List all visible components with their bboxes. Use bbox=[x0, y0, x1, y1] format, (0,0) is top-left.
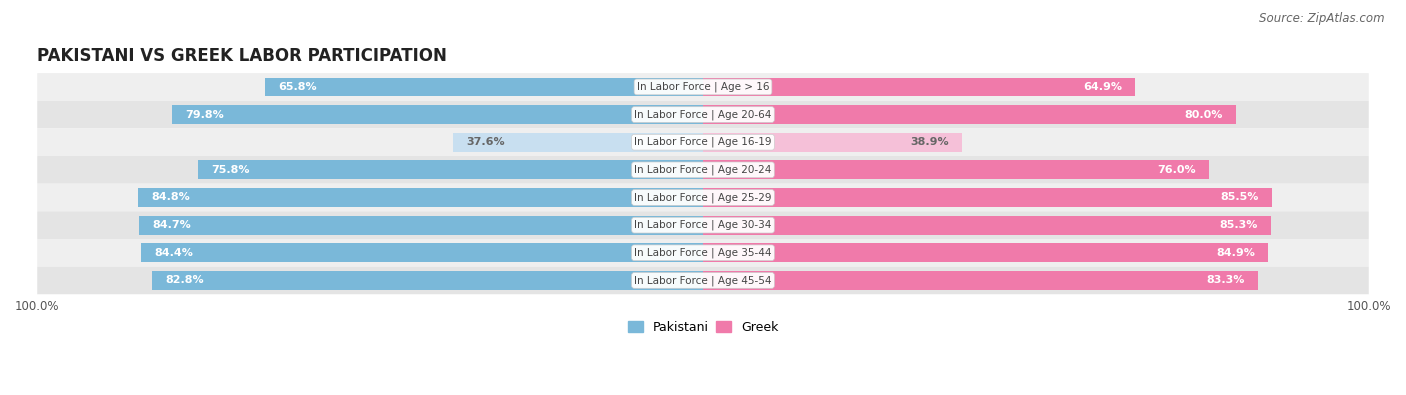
FancyBboxPatch shape bbox=[37, 156, 1369, 184]
Bar bbox=[264, 77, 703, 96]
Text: In Labor Force | Age 45-54: In Labor Force | Age 45-54 bbox=[634, 275, 772, 286]
Text: 85.3%: 85.3% bbox=[1219, 220, 1257, 230]
Bar bbox=[703, 133, 962, 152]
Bar bbox=[139, 216, 703, 235]
Legend: Pakistani, Greek: Pakistani, Greek bbox=[623, 316, 783, 339]
Text: In Labor Force | Age 20-64: In Labor Force | Age 20-64 bbox=[634, 109, 772, 120]
Text: 84.7%: 84.7% bbox=[152, 220, 191, 230]
Bar bbox=[703, 271, 1257, 290]
Text: 65.8%: 65.8% bbox=[278, 82, 316, 92]
Bar bbox=[152, 271, 703, 290]
FancyBboxPatch shape bbox=[37, 239, 1369, 267]
Text: 79.8%: 79.8% bbox=[186, 109, 224, 120]
FancyBboxPatch shape bbox=[37, 73, 1369, 101]
Text: Source: ZipAtlas.com: Source: ZipAtlas.com bbox=[1260, 12, 1385, 25]
Bar bbox=[703, 216, 1271, 235]
Text: 82.8%: 82.8% bbox=[165, 275, 204, 286]
Text: PAKISTANI VS GREEK LABOR PARTICIPATION: PAKISTANI VS GREEK LABOR PARTICIPATION bbox=[37, 47, 447, 65]
Bar bbox=[703, 105, 1236, 124]
FancyBboxPatch shape bbox=[37, 128, 1369, 156]
Bar bbox=[703, 77, 1135, 96]
FancyBboxPatch shape bbox=[37, 184, 1369, 211]
Bar bbox=[138, 188, 703, 207]
FancyBboxPatch shape bbox=[37, 211, 1369, 239]
Text: 76.0%: 76.0% bbox=[1157, 165, 1195, 175]
Text: 84.8%: 84.8% bbox=[152, 192, 190, 203]
Text: In Labor Force | Age 16-19: In Labor Force | Age 16-19 bbox=[634, 137, 772, 147]
Text: 84.4%: 84.4% bbox=[155, 248, 193, 258]
Text: 38.9%: 38.9% bbox=[910, 137, 949, 147]
Text: In Labor Force | Age 20-24: In Labor Force | Age 20-24 bbox=[634, 165, 772, 175]
Text: 84.9%: 84.9% bbox=[1216, 248, 1256, 258]
Bar bbox=[453, 133, 703, 152]
Text: 75.8%: 75.8% bbox=[212, 165, 250, 175]
FancyBboxPatch shape bbox=[37, 101, 1369, 128]
Text: 85.5%: 85.5% bbox=[1220, 192, 1258, 203]
Text: 80.0%: 80.0% bbox=[1184, 109, 1222, 120]
Text: 64.9%: 64.9% bbox=[1083, 82, 1122, 92]
Bar bbox=[703, 243, 1268, 262]
Bar bbox=[141, 243, 703, 262]
Text: In Labor Force | Age > 16: In Labor Force | Age > 16 bbox=[637, 82, 769, 92]
Bar bbox=[703, 188, 1272, 207]
Bar bbox=[198, 160, 703, 179]
Text: In Labor Force | Age 25-29: In Labor Force | Age 25-29 bbox=[634, 192, 772, 203]
Bar bbox=[703, 160, 1209, 179]
FancyBboxPatch shape bbox=[37, 267, 1369, 294]
Text: In Labor Force | Age 35-44: In Labor Force | Age 35-44 bbox=[634, 248, 772, 258]
Bar bbox=[172, 105, 703, 124]
Text: 37.6%: 37.6% bbox=[465, 137, 505, 147]
Text: 83.3%: 83.3% bbox=[1206, 275, 1244, 286]
Text: In Labor Force | Age 30-34: In Labor Force | Age 30-34 bbox=[634, 220, 772, 230]
